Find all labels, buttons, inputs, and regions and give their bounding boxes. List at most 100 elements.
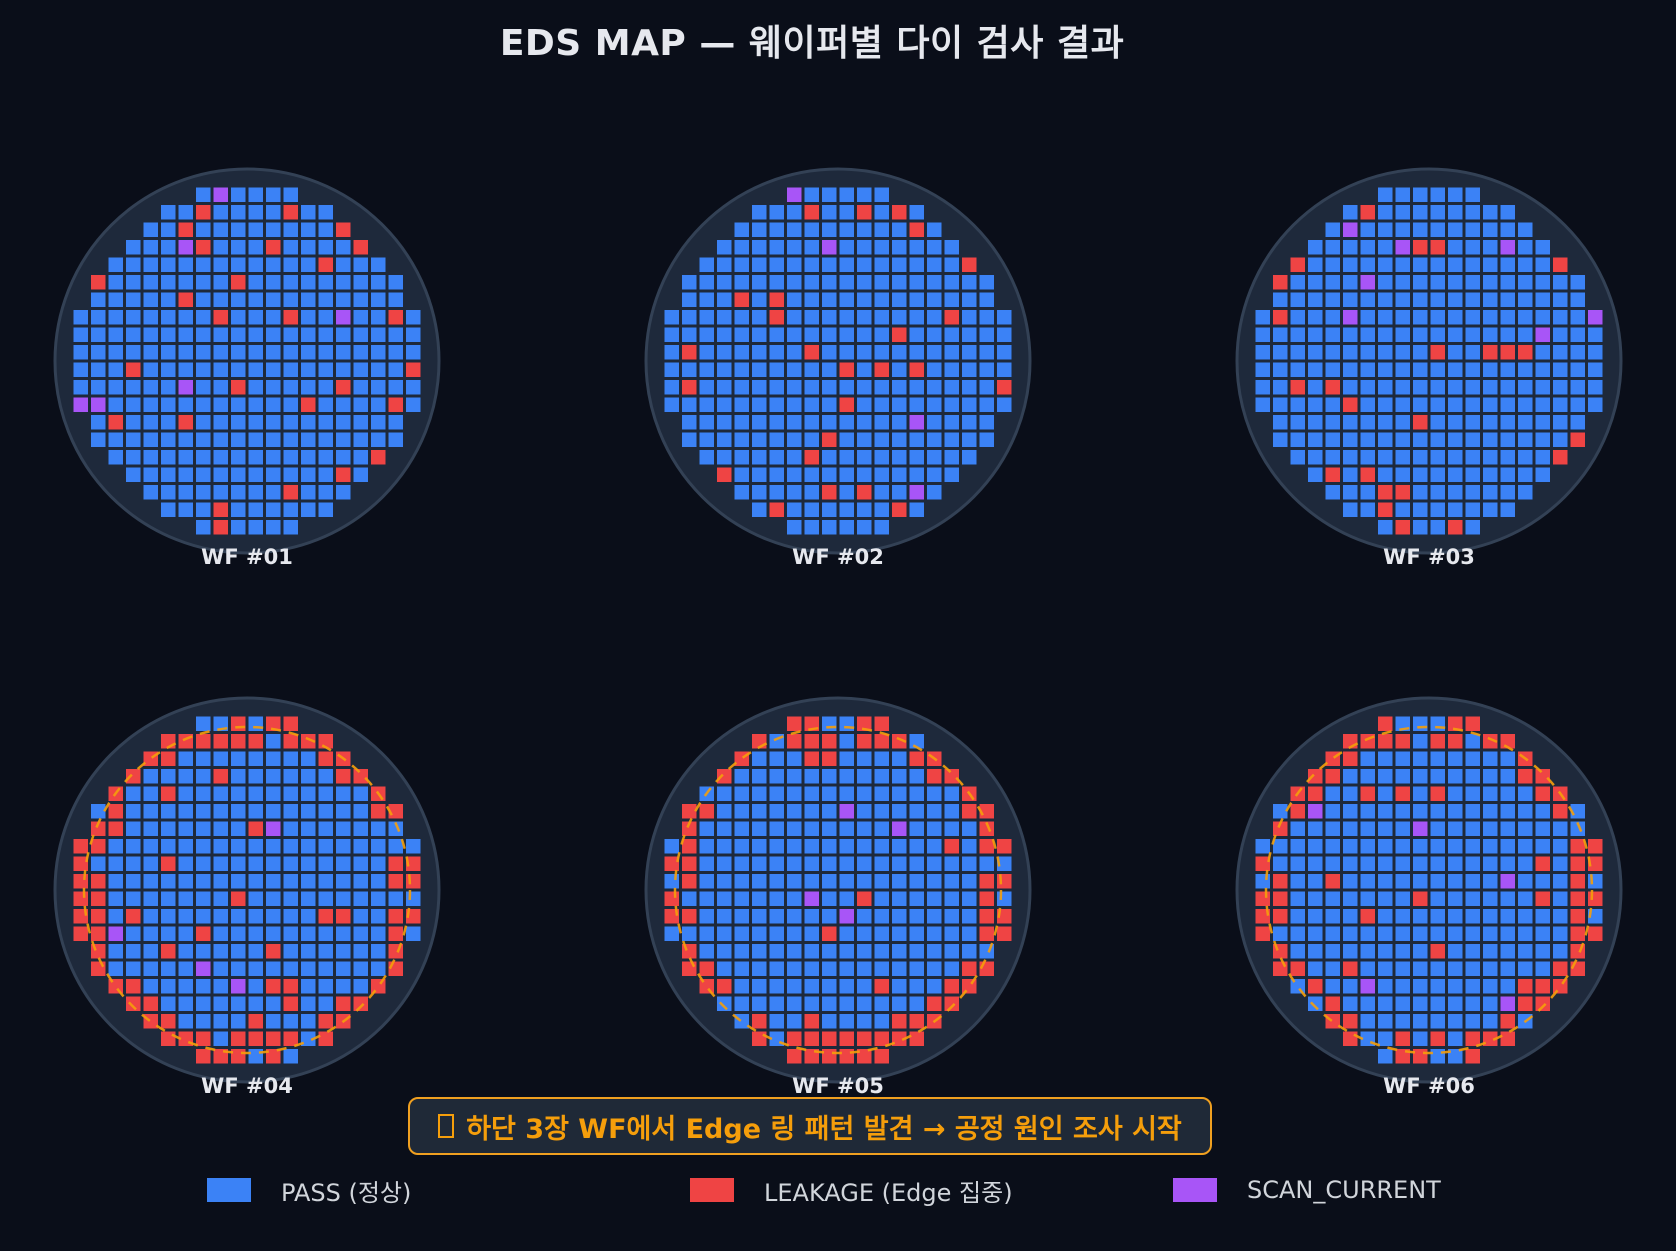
die-pass (231, 839, 246, 854)
die-pass (909, 467, 924, 482)
die-pass (1378, 467, 1393, 482)
die-pass (1535, 292, 1550, 307)
die-pass (1273, 380, 1288, 395)
die-pass (161, 485, 176, 500)
die-pass (769, 1014, 784, 1029)
die-leakage (283, 485, 298, 500)
die-pass (752, 327, 767, 342)
die-pass (752, 450, 767, 465)
die-pass (1325, 485, 1340, 500)
die-pass (1308, 257, 1323, 272)
die-pass (283, 839, 298, 854)
die-leakage (1500, 1014, 1515, 1029)
die-pass (1325, 397, 1340, 412)
die-pass (909, 979, 924, 994)
die-pass (196, 362, 211, 377)
die-pass (874, 856, 889, 871)
die-pass (1413, 327, 1428, 342)
die-pass (979, 275, 994, 290)
die-leakage (126, 996, 141, 1011)
die-pass (318, 467, 333, 482)
die-pass (301, 839, 316, 854)
die-pass (857, 345, 872, 360)
die-pass (336, 345, 351, 360)
die-pass (1378, 310, 1393, 325)
die-pass (213, 327, 228, 342)
die-pass (248, 257, 263, 272)
die-pass (1378, 345, 1393, 360)
die-pass (909, 821, 924, 836)
legend-label-scan-current: SCAN_CURRENT (1247, 1176, 1441, 1204)
die-pass (1500, 891, 1515, 906)
die-pass (1465, 734, 1480, 749)
die-leakage (1413, 891, 1428, 906)
die-leakage (1500, 734, 1515, 749)
die-pass (909, 397, 924, 412)
die-leakage (962, 804, 977, 819)
die-pass (1483, 380, 1498, 395)
die-pass (979, 310, 994, 325)
die-leakage (1255, 856, 1270, 871)
die-pass (1518, 275, 1533, 290)
die-pass (161, 275, 176, 290)
die-pass (1500, 310, 1515, 325)
die-pass (927, 380, 942, 395)
die-pass (196, 275, 211, 290)
die-pass (336, 450, 351, 465)
die-pass (196, 786, 211, 801)
die-pass (1290, 397, 1305, 412)
die-pass (839, 751, 854, 766)
die-pass (1535, 961, 1550, 976)
die-pass (1430, 467, 1445, 482)
die-leakage (839, 1031, 854, 1046)
die-pass (979, 856, 994, 871)
die-pass (353, 944, 368, 959)
die-pass (196, 187, 211, 202)
die-pass (892, 222, 907, 237)
die-pass (1413, 961, 1428, 976)
die-pass (161, 310, 176, 325)
die-leakage (266, 1049, 281, 1064)
die-pass (178, 432, 193, 447)
die-pass (301, 275, 316, 290)
die-pass (909, 734, 924, 749)
die-leakage (248, 1031, 263, 1046)
die-pass (283, 415, 298, 430)
die-pass (1535, 909, 1550, 924)
die-pass (91, 432, 106, 447)
die-pass (1343, 891, 1358, 906)
die-pass (1360, 856, 1375, 871)
die-pass (1413, 380, 1428, 395)
die-pass (1308, 240, 1323, 255)
die-pass (126, 944, 141, 959)
die-pass (734, 467, 749, 482)
die-leakage (108, 415, 123, 430)
die-pass (769, 415, 784, 430)
die-pass (161, 909, 176, 924)
die-pass (1325, 345, 1340, 360)
die-pass (804, 467, 819, 482)
die-pass (196, 327, 211, 342)
die-leakage (1553, 450, 1568, 465)
die-pass (318, 327, 333, 342)
die-leakage (1518, 996, 1533, 1011)
die-pass (318, 856, 333, 871)
die-pass (1448, 1014, 1463, 1029)
die-pass (336, 856, 351, 871)
die-pass (196, 769, 211, 784)
edge-ring-marker (1264, 725, 1594, 1055)
die-pass (301, 1014, 316, 1029)
die-pass (1343, 485, 1358, 500)
die-pass (1378, 856, 1393, 871)
die-pass (283, 275, 298, 290)
die-pass (248, 415, 263, 430)
die-pass (1360, 310, 1375, 325)
die-pass (927, 979, 942, 994)
die-pass (1290, 415, 1305, 430)
die-pass (126, 786, 141, 801)
die-leakage (213, 502, 228, 517)
die-leakage (388, 874, 403, 889)
die-leakage (126, 979, 141, 994)
die-pass (318, 485, 333, 500)
die-pass (734, 362, 749, 377)
